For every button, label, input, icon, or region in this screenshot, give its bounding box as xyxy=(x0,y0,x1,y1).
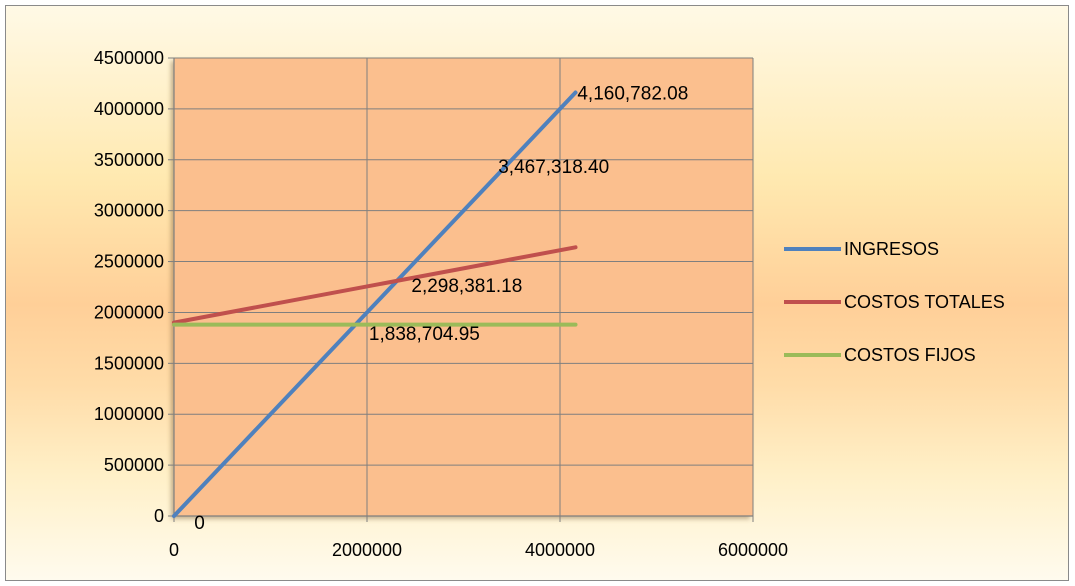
y-tick-label: 3500000 xyxy=(94,150,164,170)
y-tick-label: 0 xyxy=(154,506,164,526)
y-tick-label: 500000 xyxy=(104,455,164,475)
series-line-ingresos xyxy=(172,90,578,518)
data-label: 1,838,704.95 xyxy=(369,324,480,345)
y-tick-label: 1000000 xyxy=(94,404,164,424)
legend-label-costos-fijos: COSTOS FIJOS xyxy=(844,345,976,365)
x-tick-label: 6000000 xyxy=(718,540,788,560)
x-tick-label: 2000000 xyxy=(332,540,402,560)
legend-label-costos-totales: COSTOS TOTALES xyxy=(844,292,1005,312)
y-tick-label: 2500000 xyxy=(94,252,164,272)
legend-label-ingresos: INGRESOS xyxy=(844,239,939,259)
y-tick-label: 4000000 xyxy=(94,99,164,119)
x-tick-label: 4000000 xyxy=(525,540,595,560)
data-label: 2,298,381.18 xyxy=(411,276,522,297)
data-label: 3,467,318.40 xyxy=(498,157,609,178)
series-line-costos-totales xyxy=(172,245,578,325)
y-tick-label: 3000000 xyxy=(94,201,164,221)
data-label: 4,160,782.08 xyxy=(577,84,688,105)
data-label: 0 xyxy=(194,513,205,534)
break-even-chart: 0 500000 1000000 1500000 2000000 2500000 30000… xyxy=(94,48,1005,560)
y-tick-label: 4500000 xyxy=(94,48,164,68)
y-tick-label: 1500000 xyxy=(94,353,164,373)
chart-frame: 0 500000 1000000 1500000 2000000 2500000 30000… xyxy=(5,5,1069,581)
x-tick-label: 0 xyxy=(169,540,179,560)
plot-area xyxy=(174,58,753,516)
y-tick-label: 2000000 xyxy=(94,302,164,322)
